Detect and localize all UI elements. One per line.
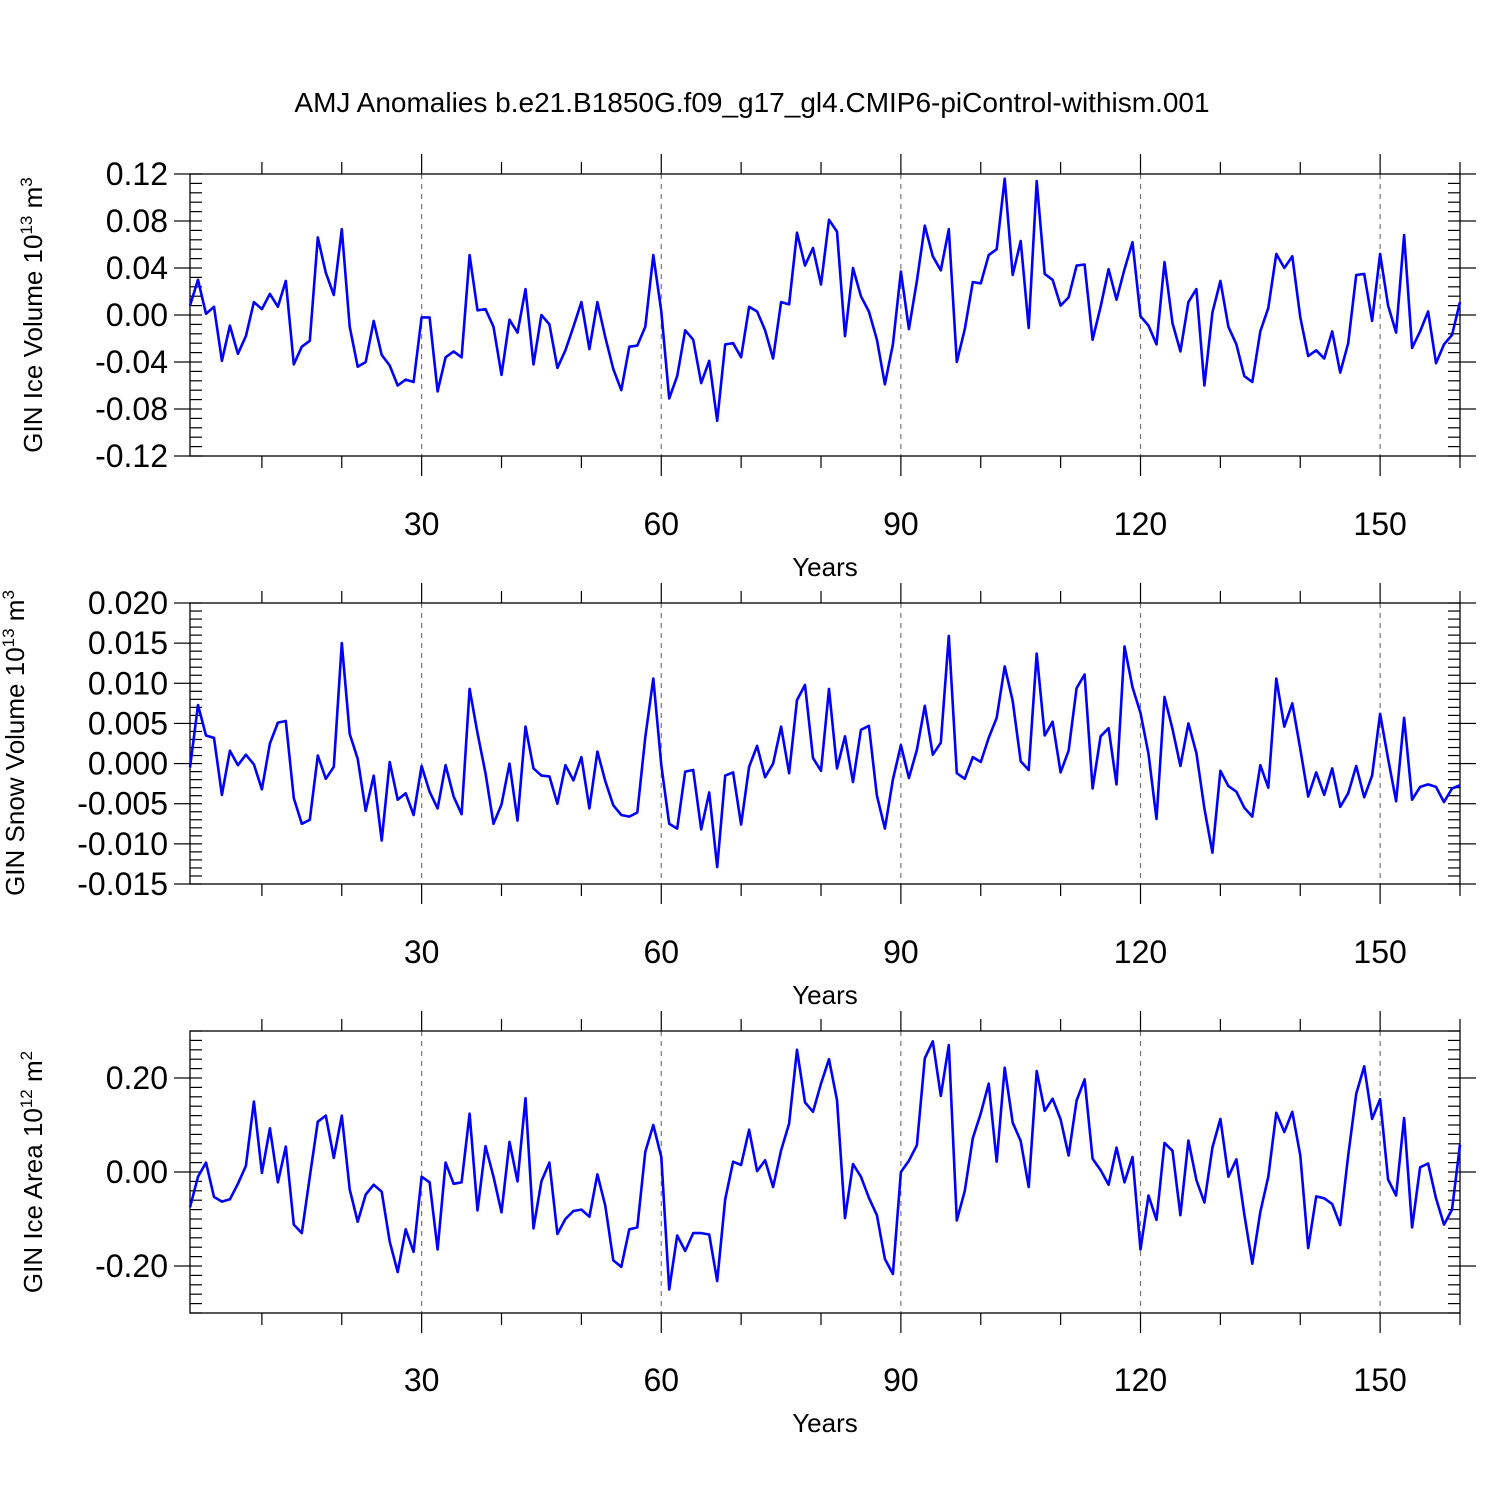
y-tick-label: 0.015 bbox=[88, 625, 168, 661]
x-tick-label: 150 bbox=[1353, 1362, 1406, 1398]
x-tick-label: 30 bbox=[404, 1362, 440, 1398]
y-axis-label-superscript: 13 bbox=[17, 216, 36, 235]
chart-panel-3: -0.20 0.00 0.20 30 60 90 120 150 Years GIN Ice Ar… bbox=[17, 1011, 1476, 1438]
y-tick-label: 0.020 bbox=[88, 585, 168, 621]
y-axis-label-superscript: 2 bbox=[17, 1051, 36, 1060]
series-line bbox=[188, 634, 1461, 869]
y-tick-label: 0.04 bbox=[106, 250, 168, 286]
y-axis-label-superscript: 3 bbox=[0, 590, 18, 599]
y-axis-label: GIN Snow Volume 1013 m3 bbox=[0, 590, 30, 896]
y-axis-label-text: m bbox=[18, 187, 48, 216]
y-tick-label: -0.010 bbox=[77, 826, 168, 862]
y-axis-label-text: GIN Ice Area 10 bbox=[18, 1108, 48, 1293]
plot-frame bbox=[189, 1030, 1461, 1314]
y-tick-label: -0.08 bbox=[95, 391, 168, 427]
series-line bbox=[188, 177, 1462, 423]
x-tick-label: 60 bbox=[643, 506, 679, 542]
y-tick-label: 0.00 bbox=[106, 297, 168, 333]
x-axis-label: Years bbox=[792, 980, 858, 1010]
x-tick-label: 90 bbox=[883, 934, 919, 970]
series-line bbox=[188, 1040, 1462, 1291]
y-axis-label-superscript: 13 bbox=[0, 628, 18, 647]
y-tick-label: 0.12 bbox=[106, 156, 168, 192]
y-tick-label: 0.00 bbox=[106, 1154, 168, 1190]
y-axis-label-text: GIN Snow Volume 10 bbox=[0, 647, 30, 896]
x-tick-label: 120 bbox=[1114, 1362, 1167, 1398]
x-axis-label: Years bbox=[792, 1408, 858, 1438]
x-axis-label: Years bbox=[792, 552, 858, 582]
x-tick-label: 90 bbox=[883, 1362, 919, 1398]
y-axis-label-text: m bbox=[18, 1060, 48, 1089]
y-axis-label-text: GIN Ice Volume 10 bbox=[18, 235, 48, 453]
y-tick-label: -0.015 bbox=[77, 866, 168, 902]
y-tick-label: 0.000 bbox=[88, 746, 168, 782]
x-tick-label: 90 bbox=[883, 506, 919, 542]
chart-panel-1: -0.12 -0.08 -0.04 0.00 0.04 0.08 0.12 30 60 90 120… bbox=[17, 154, 1476, 582]
y-tick-label: -0.04 bbox=[95, 344, 168, 380]
y-tick-label: 0.20 bbox=[106, 1060, 168, 1096]
x-tick-label: 150 bbox=[1353, 506, 1406, 542]
x-tick-label: 60 bbox=[643, 1362, 679, 1398]
y-axis-label-superscript: 3 bbox=[17, 177, 36, 186]
y-axis-label-superscript: 12 bbox=[17, 1089, 36, 1108]
y-tick-label: 0.010 bbox=[88, 665, 168, 701]
y-axis-label: GIN Ice Volume 1013 m3 bbox=[17, 177, 48, 453]
x-tick-label: 120 bbox=[1114, 506, 1167, 542]
plot-frame bbox=[189, 602, 1461, 885]
x-tick-label: 30 bbox=[404, 934, 440, 970]
x-tick-label: 120 bbox=[1114, 934, 1167, 970]
chart-panel-2: -0.015 -0.010 -0.005 0.000 0.005 0.010 0.015 0.… bbox=[0, 583, 1476, 1010]
x-tick-label: 30 bbox=[404, 506, 440, 542]
y-tick-label: 0.005 bbox=[88, 705, 168, 741]
figure-title: AMJ Anomalies b.e21.B1850G.f09_g17_gl4.C… bbox=[294, 87, 1209, 118]
x-tick-label: 60 bbox=[643, 934, 679, 970]
y-tick-label: -0.12 bbox=[95, 438, 168, 474]
y-tick-label: 0.08 bbox=[106, 203, 168, 239]
plot-frame bbox=[189, 173, 1461, 457]
y-axis-label-text: m bbox=[0, 600, 30, 629]
x-tick-label: 150 bbox=[1353, 934, 1406, 970]
y-tick-label: -0.005 bbox=[77, 786, 168, 822]
y-tick-label: -0.20 bbox=[95, 1248, 168, 1284]
y-axis-label: GIN Ice Area 1012 m2 bbox=[17, 1051, 48, 1293]
